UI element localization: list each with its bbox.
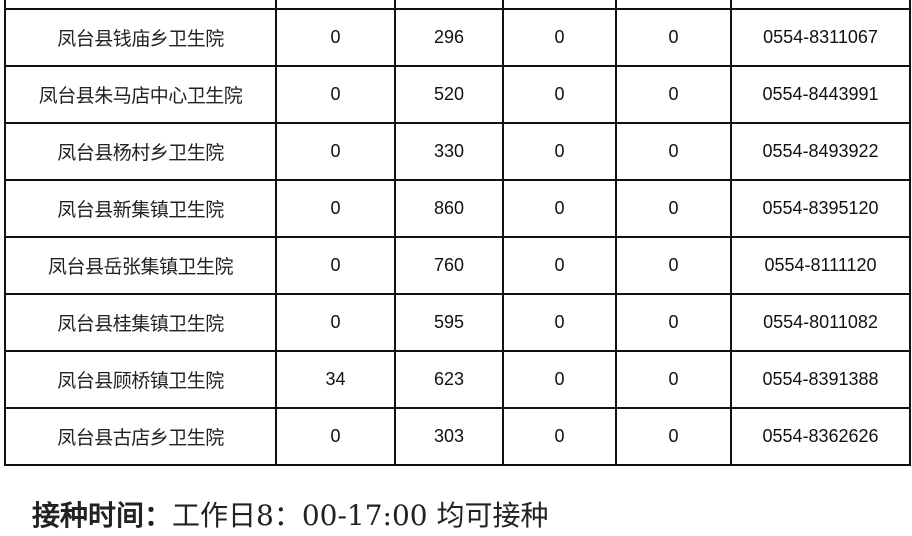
count-cell: 0 [502,236,617,295]
count-cell: 296 [394,8,504,67]
phone-cell: 0554-8395120 [730,179,911,238]
clinic-name-cell: 凤台县顾桥镇卫生院 [4,350,277,409]
table-row: 凤台县古店乡卫生院 0 303 0 0 0554-8362626 [4,407,911,466]
phone-cell [730,0,911,10]
clinic-name-cell: 凤台县古店乡卫生院 [4,407,277,466]
clinic-name-cell: 凤台县岳张集镇卫生院 [4,236,277,295]
count-cell: 0 [615,407,732,466]
count-cell [275,0,396,10]
table-row: 凤台县朱马店中心卫生院 0 520 0 0 0554-8443991 [4,65,911,124]
phone-cell: 0554-8311067 [730,8,911,67]
phone-cell: 0554-8493922 [730,122,911,181]
count-cell: 860 [394,179,504,238]
vaccination-time-label: 接种时间： [32,499,173,532]
table-row: 凤台县杨村乡卫生院 0 330 0 0 0554-8493922 [4,122,911,181]
count-cell: 303 [394,407,504,466]
count-cell: 0 [502,8,617,67]
count-cell: 0 [275,122,396,181]
table-row: 凤台县桂集镇卫生院 0 595 0 0 0554-8011082 [4,293,911,352]
table-row: 凤台县岳张集镇卫生院 0 760 0 0 0554-8111120 [4,236,911,295]
clinic-name-cell [4,0,277,10]
phone-cell: 0554-8391388 [730,350,911,409]
count-cell: 0 [275,65,396,124]
clinic-name-cell: 凤台县朱马店中心卫生院 [4,65,277,124]
clinic-name-cell: 凤台县钱庙乡卫生院 [4,8,277,67]
phone-cell: 0554-8362626 [730,407,911,466]
vaccination-time-text: 工作日8：00-17:00 均可接种 [172,499,549,532]
clinic-name-cell: 凤台县杨村乡卫生院 [4,122,277,181]
clinic-table: 凤台县钱庙乡卫生院 0 296 0 0 0554-8311067 凤台县朱马店中心卫生院 0 5… [4,0,911,466]
count-cell: 760 [394,236,504,295]
count-cell: 0 [615,350,732,409]
count-cell: 0 [615,8,732,67]
count-cell: 0 [502,122,617,181]
table-row: 凤台县钱庙乡卫生院 0 296 0 0 0554-8311067 [4,8,911,67]
count-cell: 330 [394,122,504,181]
count-cell: 0 [275,8,396,67]
count-cell: 595 [394,293,504,352]
count-cell: 0 [275,179,396,238]
clinic-name-cell: 凤台县新集镇卫生院 [4,179,277,238]
table-row: 凤台县新集镇卫生院 0 860 0 0 0554-8395120 [4,179,911,238]
phone-cell: 0554-8443991 [730,65,911,124]
clinic-name-cell: 凤台县桂集镇卫生院 [4,293,277,352]
count-cell: 0 [615,179,732,238]
table-row: 凤台县顾桥镇卫生院 34 623 0 0 0554-8391388 [4,350,911,409]
count-cell: 0 [275,236,396,295]
count-cell: 0 [615,65,732,124]
count-cell: 0 [615,293,732,352]
count-cell [502,0,617,10]
phone-cell: 0554-8011082 [730,293,911,352]
count-cell: 34 [275,350,396,409]
count-cell: 0 [502,179,617,238]
table-row [4,0,911,10]
count-cell: 0 [275,407,396,466]
count-cell: 0 [275,293,396,352]
count-cell [615,0,732,10]
count-cell: 0 [502,350,617,409]
count-cell [394,0,504,10]
count-cell: 0 [502,293,617,352]
phone-cell: 0554-8111120 [730,236,911,295]
count-cell: 0 [502,65,617,124]
count-cell: 0 [502,407,617,466]
count-cell: 0 [615,236,732,295]
count-cell: 623 [394,350,504,409]
count-cell: 520 [394,65,504,124]
count-cell: 0 [615,122,732,181]
vaccination-time-note: 接种时间：工作日8：00-17:00 均可接种 [32,494,549,534]
